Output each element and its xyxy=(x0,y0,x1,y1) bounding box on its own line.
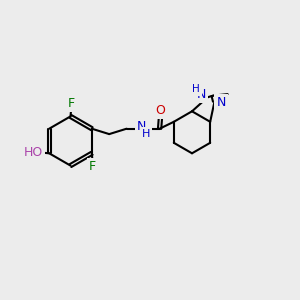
Text: H: H xyxy=(192,84,200,94)
Text: H: H xyxy=(142,129,150,139)
Text: F: F xyxy=(68,97,75,110)
Text: N: N xyxy=(217,96,226,109)
Text: O: O xyxy=(156,103,165,117)
Text: HO: HO xyxy=(24,146,43,159)
Text: N: N xyxy=(197,88,206,101)
Text: N: N xyxy=(137,120,146,134)
Text: F: F xyxy=(89,160,96,173)
